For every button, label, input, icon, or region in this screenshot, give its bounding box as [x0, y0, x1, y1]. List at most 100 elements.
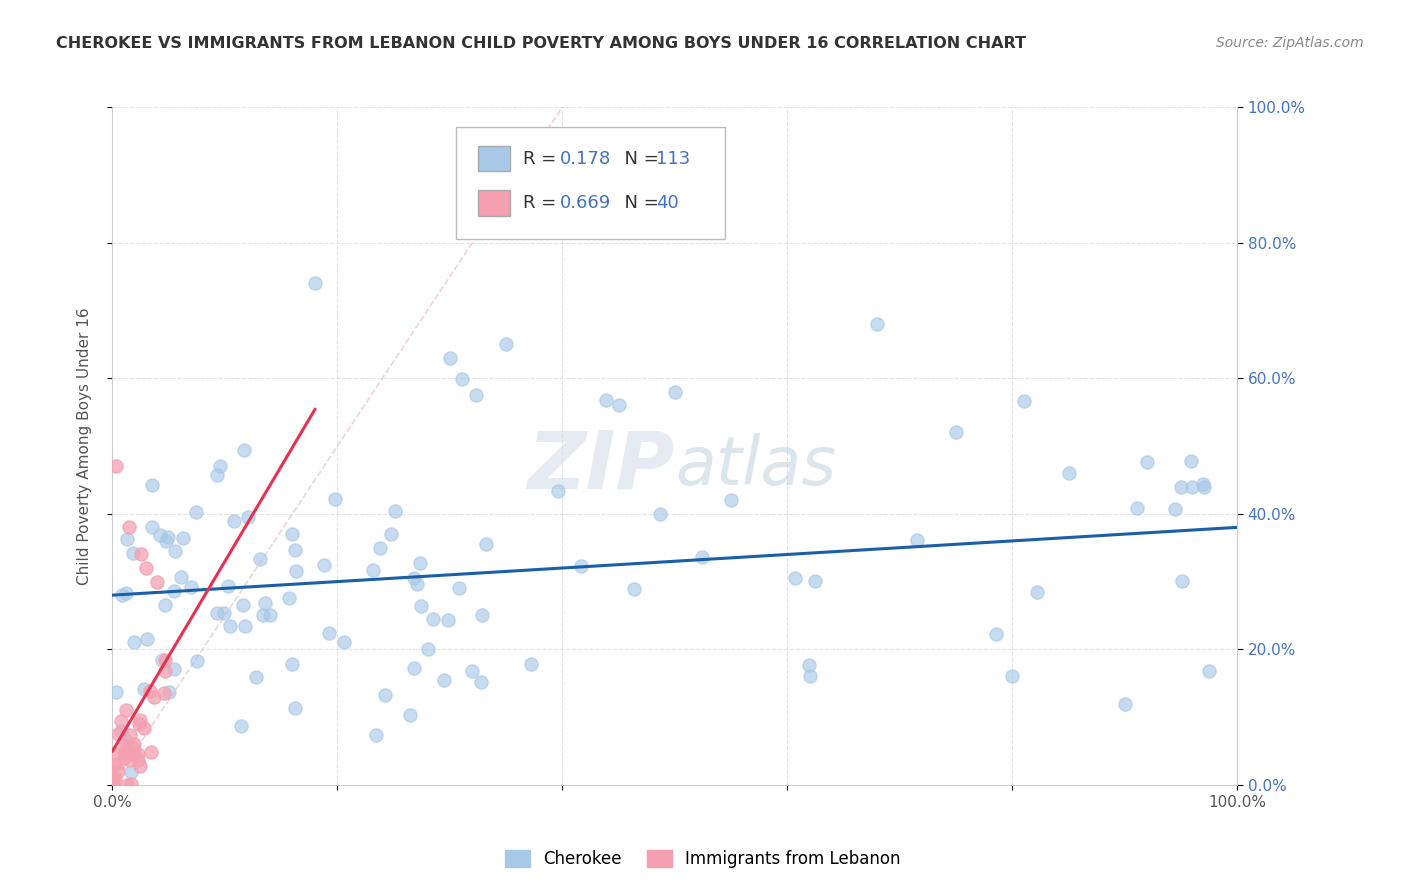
Point [374, 688, 396, 702]
Point [249, 552, 271, 566]
Point [402, 571, 425, 585]
Point [408, 556, 430, 570]
Point [1170, 480, 1192, 494]
Point [233, 619, 256, 633]
Point [783, 571, 806, 585]
Point [153, 665, 176, 679]
Point [111, 588, 134, 602]
Point [163, 662, 186, 676]
Point [101, 778, 124, 792]
Point [129, 548, 152, 562]
Point [1192, 480, 1215, 494]
Point [409, 599, 432, 613]
Point [172, 531, 194, 545]
Point [797, 658, 820, 673]
Point [141, 477, 163, 491]
Point [135, 561, 157, 575]
Point [519, 657, 541, 672]
Point [1114, 697, 1136, 711]
Point [120, 777, 142, 791]
Point [1170, 574, 1192, 588]
Point [115, 740, 138, 755]
Point [1012, 394, 1035, 409]
Point [416, 642, 439, 657]
Point [105, 685, 128, 699]
Point [803, 574, 825, 588]
Point [122, 740, 145, 755]
FancyBboxPatch shape [478, 190, 509, 216]
Point [186, 654, 208, 668]
Point [143, 690, 166, 705]
Point [115, 703, 138, 717]
Point [232, 442, 254, 457]
Point [1001, 669, 1024, 683]
Point [163, 584, 186, 599]
Point [623, 582, 645, 597]
Point [112, 751, 135, 765]
Point [122, 738, 145, 752]
Point [120, 764, 142, 779]
Text: N =: N = [613, 194, 665, 211]
Point [366, 727, 388, 741]
Point [1198, 664, 1220, 678]
Point [129, 713, 152, 727]
Text: 40: 40 [655, 194, 679, 211]
Point [690, 549, 713, 564]
Point [229, 719, 252, 733]
Point [447, 581, 470, 595]
Point [664, 384, 686, 399]
Point [318, 626, 340, 640]
Point [720, 493, 742, 508]
Point [332, 634, 354, 648]
Point [135, 632, 157, 646]
Point [404, 661, 426, 675]
Point [245, 671, 267, 685]
Point [112, 746, 135, 760]
Legend: Cherokee, Immigrants from Lebanon: Cherokee, Immigrants from Lebanon [499, 843, 907, 875]
Point [180, 580, 202, 594]
Point [399, 708, 422, 723]
Point [107, 764, 129, 779]
Point [157, 685, 180, 699]
Point [129, 759, 152, 773]
Point [368, 541, 391, 556]
Point [115, 747, 138, 761]
Text: atlas: atlas [675, 434, 837, 500]
Point [280, 657, 302, 672]
Point [101, 758, 124, 772]
Point [117, 532, 139, 546]
Point [118, 520, 141, 534]
Point [799, 669, 821, 683]
Point [132, 721, 155, 735]
Point [475, 537, 498, 551]
Point [156, 530, 179, 544]
Point [1181, 480, 1204, 494]
Point [146, 574, 169, 589]
Point [139, 745, 162, 759]
Point [141, 520, 163, 534]
Point [155, 534, 177, 549]
Point [149, 527, 172, 541]
Point [110, 724, 132, 739]
Point [238, 510, 260, 524]
Point [122, 546, 145, 560]
Point [945, 425, 967, 440]
Text: Source: ZipAtlas.com: Source: ZipAtlas.com [1216, 36, 1364, 50]
Point [569, 559, 592, 574]
Point [1191, 476, 1213, 491]
Point [406, 577, 429, 591]
Point [120, 728, 142, 742]
Point [259, 608, 281, 623]
Point [866, 317, 889, 331]
Point [114, 733, 136, 747]
Point [648, 508, 671, 522]
Point [232, 598, 254, 612]
Point [153, 598, 176, 612]
Point [253, 596, 276, 610]
Point [495, 337, 517, 351]
FancyBboxPatch shape [456, 128, 725, 239]
Point [208, 458, 231, 473]
Y-axis label: Child Poverty Among Boys Under 16: Child Poverty Among Boys Under 16 [77, 307, 91, 585]
Point [117, 778, 139, 792]
Point [323, 492, 346, 507]
